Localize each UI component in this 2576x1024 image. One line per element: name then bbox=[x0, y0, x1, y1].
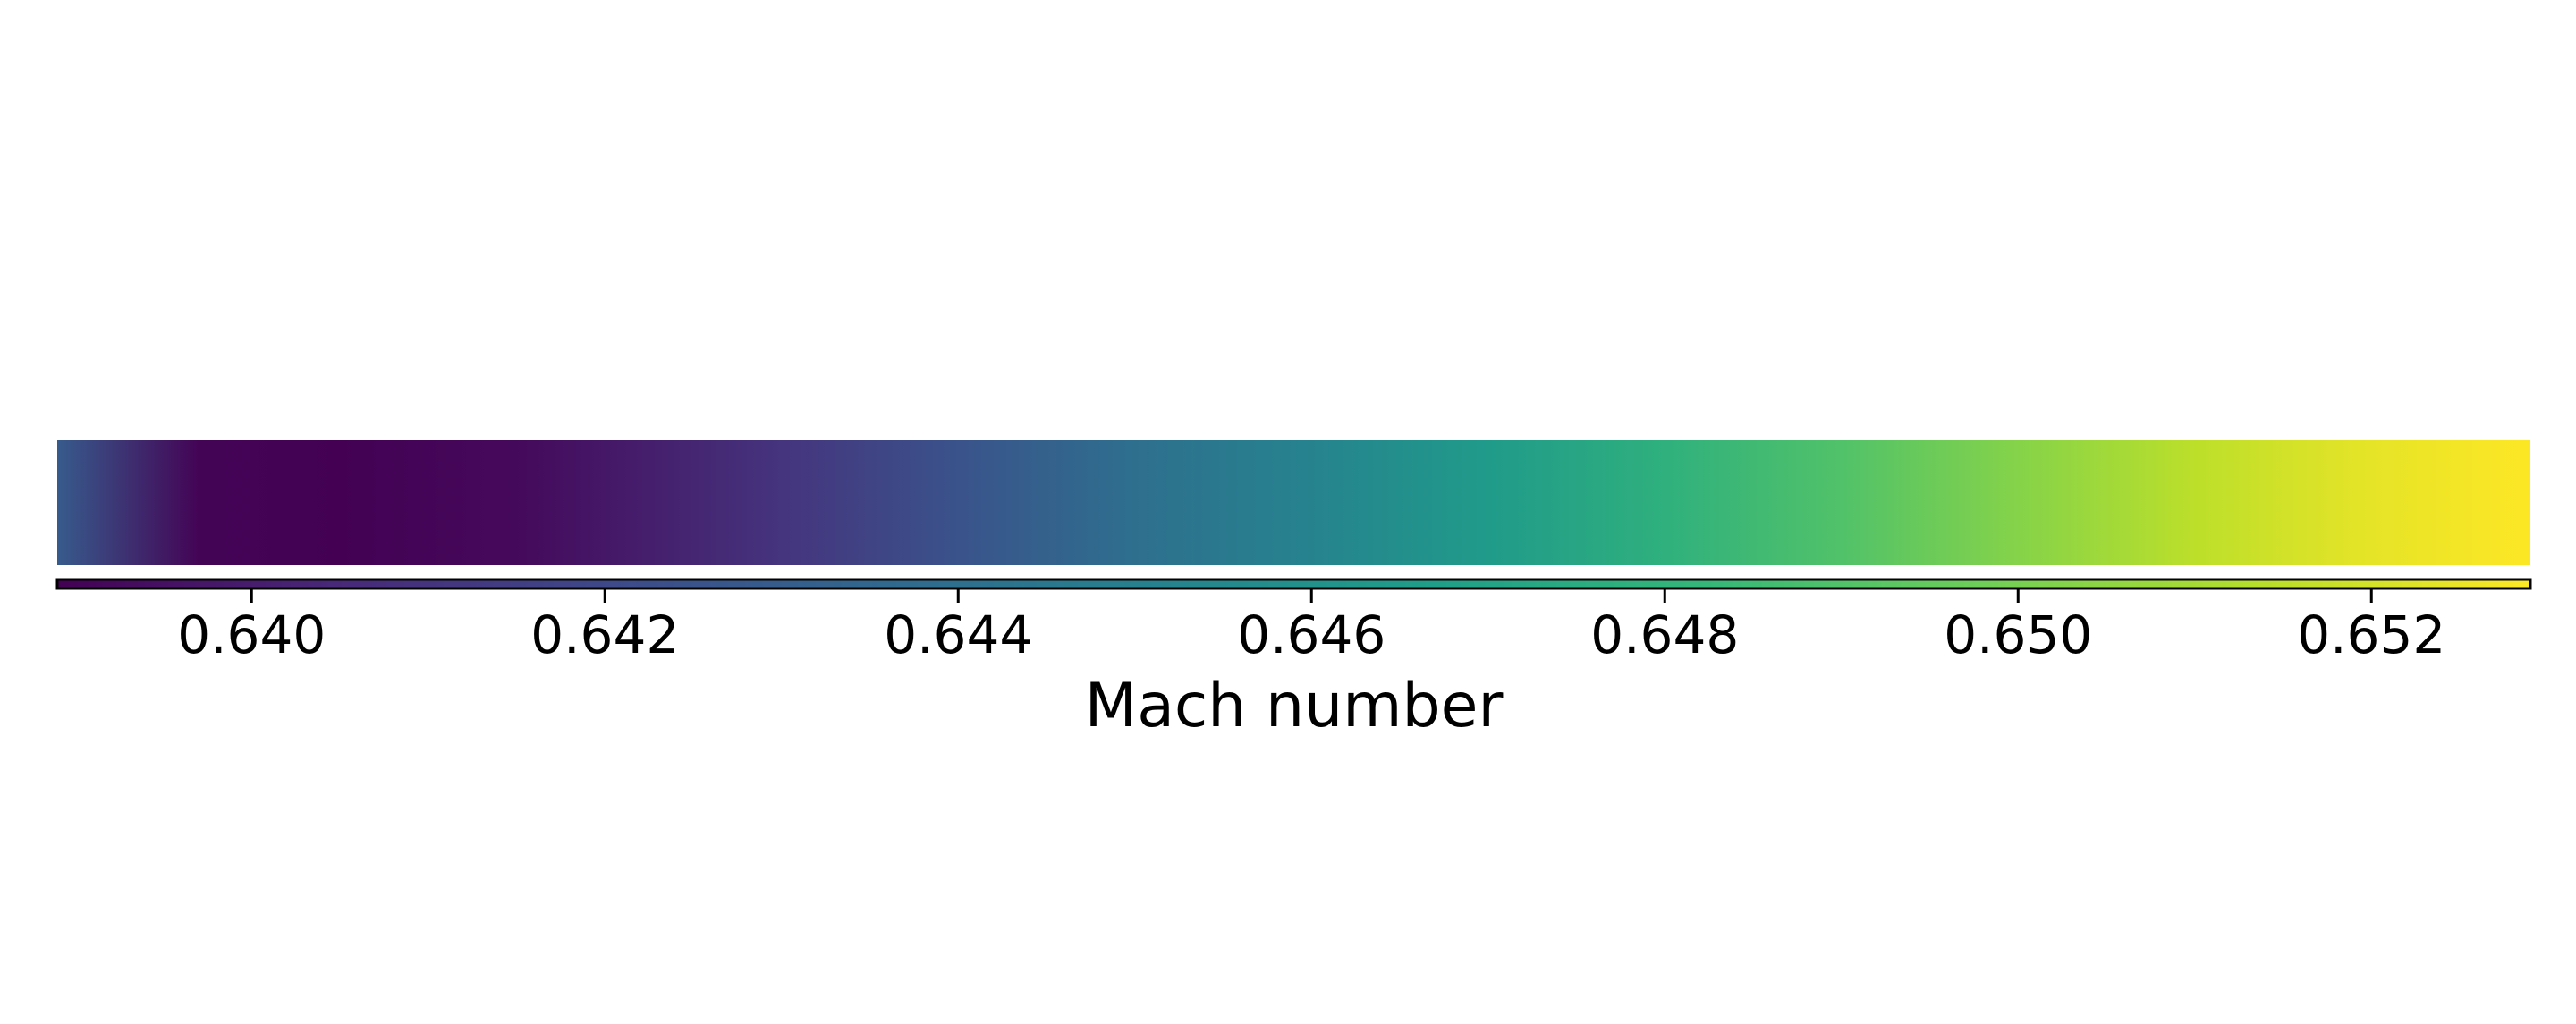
tick-group: 0.640 0.642 0.644 0.646 0.648 0.650 0.652 bbox=[177, 588, 2445, 665]
tick-label: 0.640 bbox=[177, 605, 326, 665]
tick-label: 0.644 bbox=[884, 605, 1032, 665]
tick-label: 0.646 bbox=[1237, 605, 1385, 665]
tick-label: 0.648 bbox=[1590, 605, 1739, 665]
tick-label: 0.642 bbox=[530, 605, 679, 665]
tick-label: 0.652 bbox=[2297, 605, 2445, 665]
x-axis-label: Mach number bbox=[1085, 671, 1504, 741]
mach-field-strip bbox=[57, 440, 2530, 565]
tick-label: 0.650 bbox=[1944, 605, 2092, 665]
